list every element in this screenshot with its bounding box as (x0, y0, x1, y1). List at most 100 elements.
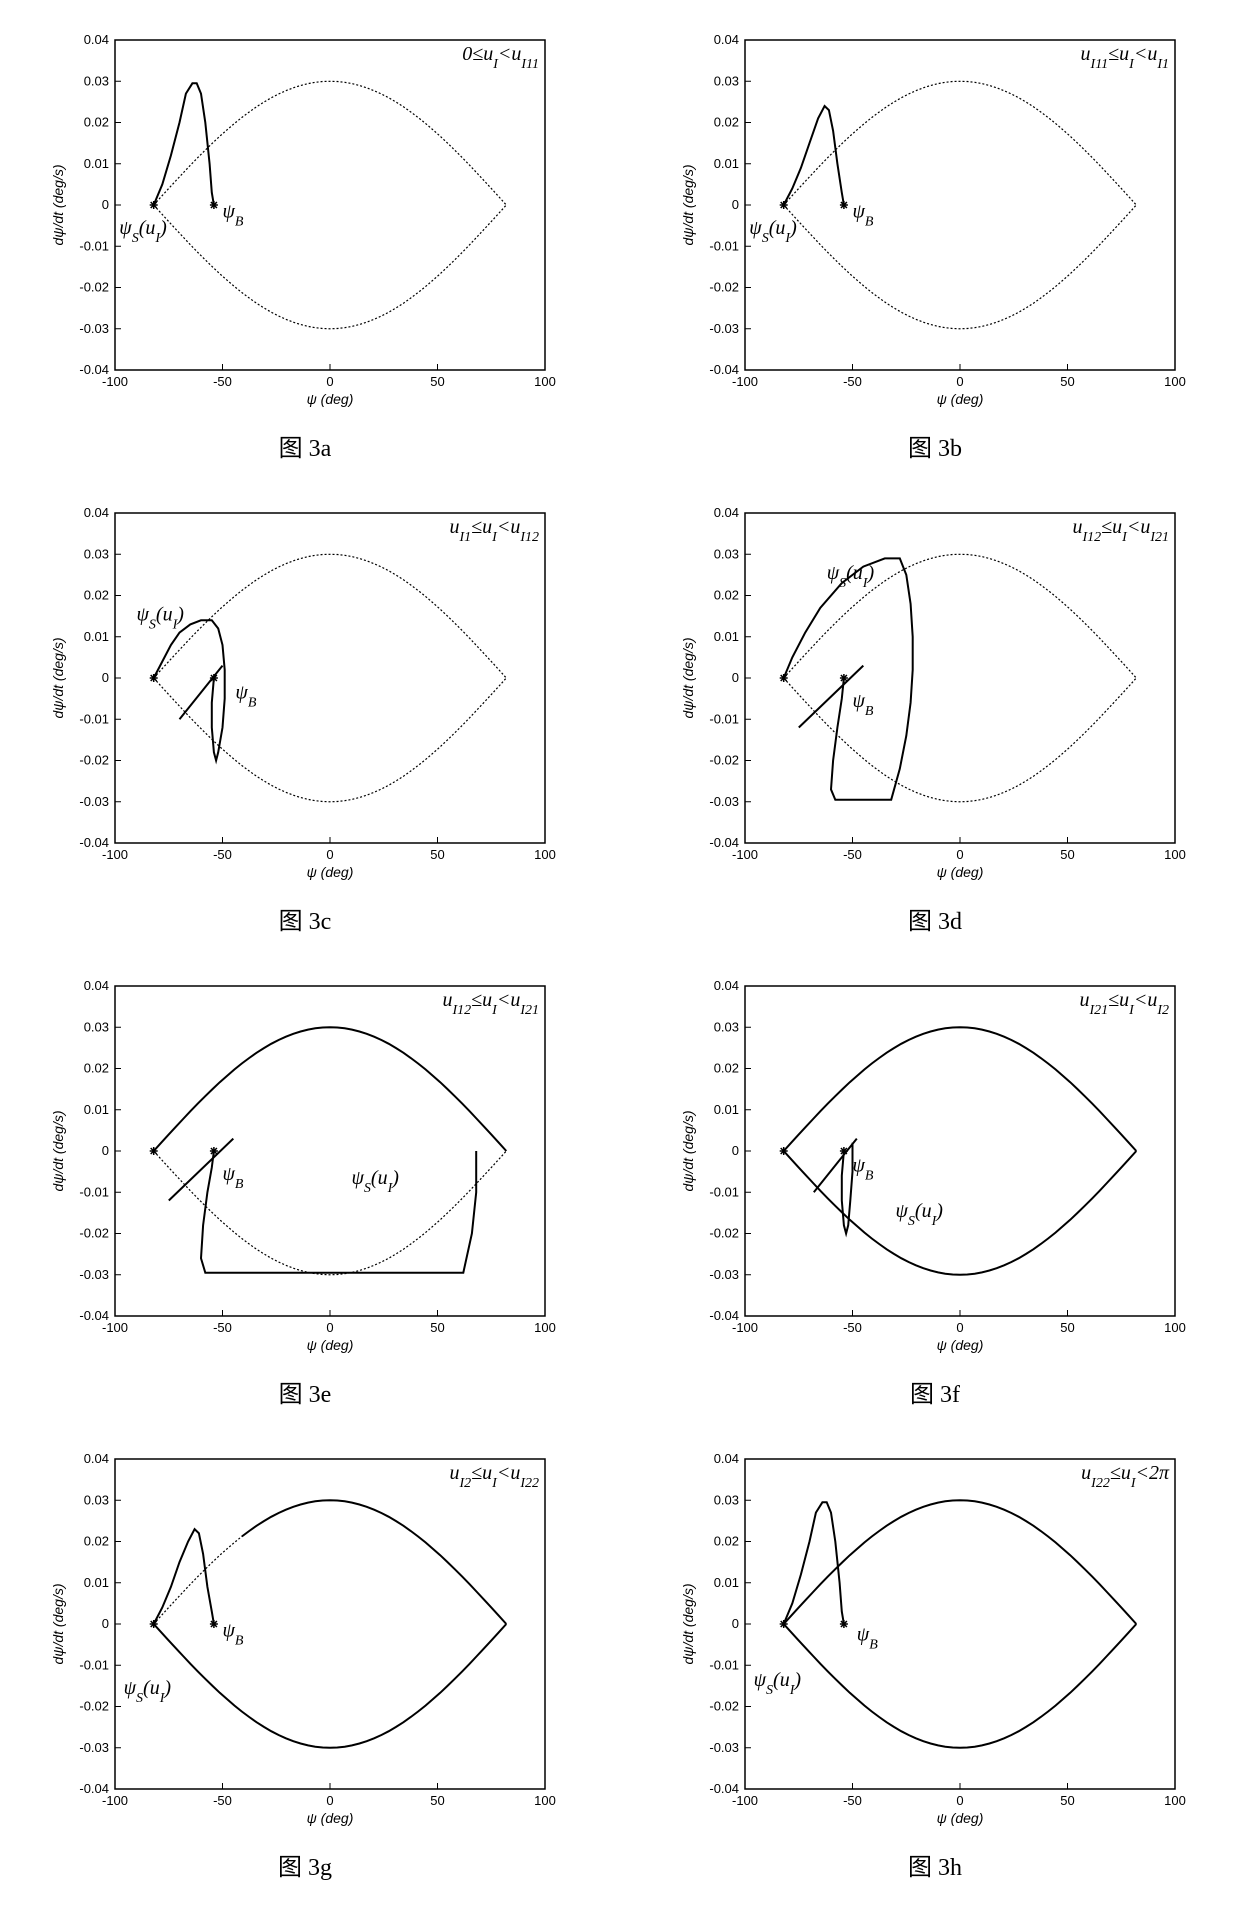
xtick-label: -50 (213, 374, 232, 389)
psi-B-label: ψB (853, 1155, 874, 1184)
psi-S-label: ψS(uI) (137, 603, 185, 632)
ytick-label: 0.03 (714, 546, 739, 561)
ytick-label: 0.01 (714, 629, 739, 644)
psi-B-label: ψB (857, 1624, 878, 1653)
ytick-label: -0.04 (79, 362, 109, 377)
caption-b: 图 3b (908, 428, 962, 463)
ytick-label: -0.01 (709, 1184, 739, 1199)
ytick-label: 0.01 (84, 1575, 109, 1590)
chart-b: -100-50050100-0.04-0.03-0.02-0.0100.010.… (675, 20, 1195, 420)
psi-B-label: ψB (223, 1619, 244, 1648)
ytick-label: -0.02 (79, 280, 109, 295)
psi-B-label: ψB (853, 690, 874, 719)
ytick-label: -0.04 (709, 1308, 739, 1323)
ylabel: dψ/dt (deg/s) (50, 165, 66, 246)
caption-h: 图 3h (908, 1847, 962, 1882)
xlabel: ψ (deg) (307, 864, 354, 880)
xtick-label: 100 (534, 1793, 556, 1808)
ytick-label: 0.01 (714, 156, 739, 171)
marker-left (780, 674, 788, 682)
xtick-label: 50 (1060, 847, 1074, 862)
ytick-label: 0.02 (84, 115, 109, 130)
xtick-label: -50 (843, 1793, 862, 1808)
psi-S-label: ψS(uI) (124, 1677, 172, 1706)
plot-border (745, 513, 1175, 843)
ytick-label: -0.01 (79, 1184, 109, 1199)
xtick-label: -50 (213, 847, 232, 862)
ytick-label: 0.01 (714, 1102, 739, 1117)
ytick-label: 0.04 (714, 1451, 739, 1466)
ytick-label: 0 (102, 1143, 109, 1158)
plot-border (745, 986, 1175, 1316)
xtick-label: 0 (326, 1320, 333, 1335)
ytick-label: -0.02 (709, 1699, 739, 1714)
xlabel: ψ (deg) (937, 391, 984, 407)
xtick-label: -50 (213, 1320, 232, 1335)
psi-S-label: ψS(uI) (119, 217, 167, 246)
condition-label: uI11≤uI<uI1 (1081, 43, 1169, 72)
ytick-label: -0.01 (709, 238, 739, 253)
xtick-label: 0 (326, 847, 333, 862)
ytick-label: -0.02 (709, 280, 739, 295)
marker-left (150, 201, 158, 209)
ytick-label: -0.03 (709, 1267, 739, 1282)
chart-c: -100-50050100-0.04-0.03-0.02-0.0100.010.… (45, 493, 565, 893)
ytick-label: 0.03 (84, 546, 109, 561)
xlabel: ψ (deg) (307, 1810, 354, 1826)
condition-label: uI12≤uI<uI21 (443, 989, 540, 1018)
marker-left (780, 201, 788, 209)
ytick-label: 0.04 (84, 1451, 109, 1466)
marker-left (150, 1620, 158, 1628)
ytick-label: 0.03 (714, 73, 739, 88)
xtick-label: 50 (1060, 374, 1074, 389)
marker-psiB (210, 674, 218, 682)
caption-g: 图 3g (278, 1847, 332, 1882)
condition-label: uI1≤uI<uI12 (450, 516, 540, 545)
ytick-label: -0.04 (709, 835, 739, 850)
ytick-label: 0.04 (714, 32, 739, 47)
ytick-label: 0.04 (714, 978, 739, 993)
ylabel: dψ/dt (deg/s) (680, 638, 696, 719)
ytick-label: -0.04 (709, 1781, 739, 1796)
psi-S-label: ψS(uI) (749, 217, 797, 246)
ytick-label: -0.04 (79, 835, 109, 850)
ylabel: dψ/dt (deg/s) (50, 1584, 66, 1665)
panel-g: -100-50050100-0.04-0.03-0.02-0.0100.010.… (20, 1439, 590, 1882)
ytick-label: -0.04 (709, 362, 739, 377)
ylabel: dψ/dt (deg/s) (680, 1584, 696, 1665)
ytick-label: -0.02 (709, 1226, 739, 1241)
xlabel: ψ (deg) (937, 864, 984, 880)
ytick-label: 0 (732, 197, 739, 212)
psi-B-label: ψB (853, 200, 874, 229)
panel-b: -100-50050100-0.04-0.03-0.02-0.0100.010.… (650, 20, 1220, 463)
ytick-label: -0.02 (79, 1226, 109, 1241)
chart-d: -100-50050100-0.04-0.03-0.02-0.0100.010.… (675, 493, 1195, 893)
panel-e: -100-50050100-0.04-0.03-0.02-0.0100.010.… (20, 966, 590, 1409)
xtick-label: 100 (534, 1320, 556, 1335)
ytick-label: -0.04 (79, 1308, 109, 1323)
chart-a: -100-50050100-0.04-0.03-0.02-0.0100.010.… (45, 20, 565, 420)
xtick-label: 100 (534, 847, 556, 862)
xtick-label: 100 (534, 374, 556, 389)
xlabel: ψ (deg) (307, 391, 354, 407)
ytick-label: 0.02 (84, 1061, 109, 1076)
ytick-label: -0.02 (79, 1699, 109, 1714)
ytick-label: 0.02 (84, 588, 109, 603)
xtick-label: 50 (430, 374, 444, 389)
xtick-label: 100 (1164, 847, 1186, 862)
ytick-label: -0.02 (709, 753, 739, 768)
xtick-label: 100 (1164, 1793, 1186, 1808)
marker-psiB (840, 1620, 848, 1628)
ytick-label: 0.03 (84, 73, 109, 88)
marker-psiB (210, 1620, 218, 1628)
xtick-label: 0 (956, 847, 963, 862)
ytick-label: 0.03 (714, 1492, 739, 1507)
marker-psiB (840, 1147, 848, 1155)
condition-label: 0≤uI<uI11 (462, 43, 539, 72)
psi-S-label: ψS(uI) (896, 1200, 944, 1229)
plot-border (115, 40, 545, 370)
panel-d: -100-50050100-0.04-0.03-0.02-0.0100.010.… (650, 493, 1220, 936)
ytick-label: 0.03 (84, 1019, 109, 1034)
xtick-label: 0 (326, 374, 333, 389)
caption-d: 图 3d (908, 901, 962, 936)
